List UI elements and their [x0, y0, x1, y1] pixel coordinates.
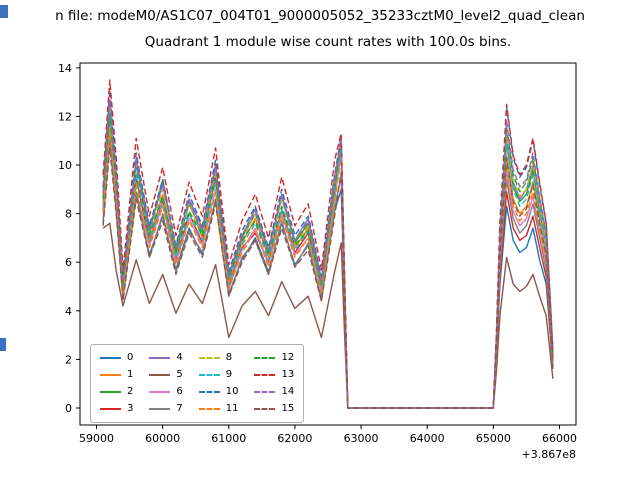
legend-line-swatch: [100, 391, 121, 393]
legend-label: 15: [281, 403, 295, 414]
legend-item-5: 5: [149, 367, 183, 383]
x-tick-label: 64000: [410, 432, 445, 445]
y-tick-label: 12: [58, 110, 72, 123]
series-line-13: [102, 79, 554, 409]
legend-line-swatch: [149, 408, 171, 410]
legend-label: 14: [281, 386, 295, 397]
legend-line-swatch: [100, 357, 121, 359]
legend-item-1: 1: [100, 367, 133, 383]
legend-item-2: 2: [100, 384, 133, 400]
window-edge-artifact: [0, 338, 6, 351]
legend-line-swatch: [100, 408, 121, 410]
legend-line-swatch: [149, 374, 171, 376]
y-tick-label: 14: [58, 62, 72, 75]
x-axis-offset-text: +3.867e8: [522, 448, 576, 461]
legend-item-9: 9: [198, 367, 239, 383]
x-tick-label: 59000: [79, 432, 114, 445]
series-line-6: [102, 125, 554, 409]
series-line-5: [102, 222, 554, 409]
axes-spines: [79, 62, 577, 426]
series-line-4: [102, 106, 554, 409]
legend-item-15: 15: [254, 401, 294, 417]
window-edge-artifact: [0, 5, 8, 18]
y-tick-label: 4: [65, 305, 72, 318]
legend-item-12: 12: [254, 350, 294, 366]
legend-item-8: 8: [198, 350, 239, 366]
chart-title: Quadrant 1 module wise count rates with …: [144, 34, 512, 50]
legend-label: 11: [225, 403, 239, 414]
series-line-7: [102, 135, 554, 409]
legend-item-14: 14: [254, 384, 294, 400]
series-line-11: [102, 127, 554, 409]
legend-item-10: 10: [198, 384, 239, 400]
y-tick-label: 10: [58, 159, 72, 172]
legend-label: 0: [127, 352, 134, 363]
legend-line-swatch: [100, 374, 121, 376]
legend-item-11: 11: [198, 401, 239, 417]
legend-label: 12: [281, 352, 295, 363]
legend-label: 2: [127, 386, 134, 397]
legend-line-swatch: [254, 374, 276, 376]
legend-label: 9: [225, 369, 233, 380]
x-tick-label: 60000: [145, 432, 180, 445]
legend-label: 4: [176, 352, 183, 363]
chart-legend: 0 4 8 12 1 5 9 13 2 6 10 14 3 7 11 15: [90, 344, 305, 423]
legend-item-4: 4: [149, 350, 183, 366]
legend-line-swatch: [198, 374, 220, 376]
legend-item-13: 13: [254, 367, 294, 383]
series-line-15: [102, 147, 554, 409]
series-line-8: [102, 106, 554, 409]
legend-line-swatch: [149, 391, 171, 393]
x-tick-label: 63000: [344, 432, 379, 445]
legend-line-swatch: [254, 408, 276, 410]
legend-line-swatch: [254, 391, 276, 393]
series-line-14: [102, 98, 554, 409]
y-tick-label: 6: [65, 256, 72, 269]
legend-item-6: 6: [149, 384, 183, 400]
legend-label: 6: [176, 386, 183, 397]
x-tick-label: 61000: [211, 432, 246, 445]
legend-line-swatch: [198, 357, 220, 359]
legend-line-swatch: [254, 357, 276, 359]
legend-label: 1: [127, 369, 134, 380]
legend-line-swatch: [149, 357, 171, 359]
y-tick-label: 8: [65, 208, 72, 221]
x-tick-label: 62000: [277, 432, 312, 445]
legend-label: 7: [176, 403, 183, 414]
legend-label: 13: [281, 369, 295, 380]
legend-label: 3: [127, 403, 134, 414]
legend-item-0: 0: [100, 350, 133, 366]
legend-label: 8: [225, 352, 233, 363]
y-tick-label: 2: [65, 353, 72, 366]
legend-label: 5: [176, 369, 183, 380]
legend-item-3: 3: [100, 401, 133, 417]
y-tick-label: 0: [65, 402, 72, 415]
legend-line-swatch: [198, 408, 220, 410]
figure-suptitle: n file: modeM0/AS1C07_004T01_9000005052_…: [55, 8, 585, 24]
x-tick-label: 66000: [542, 432, 577, 445]
legend-line-swatch: [198, 391, 220, 393]
x-tick-label: 65000: [476, 432, 511, 445]
legend-item-7: 7: [149, 401, 183, 417]
legend-label: 10: [225, 386, 239, 397]
